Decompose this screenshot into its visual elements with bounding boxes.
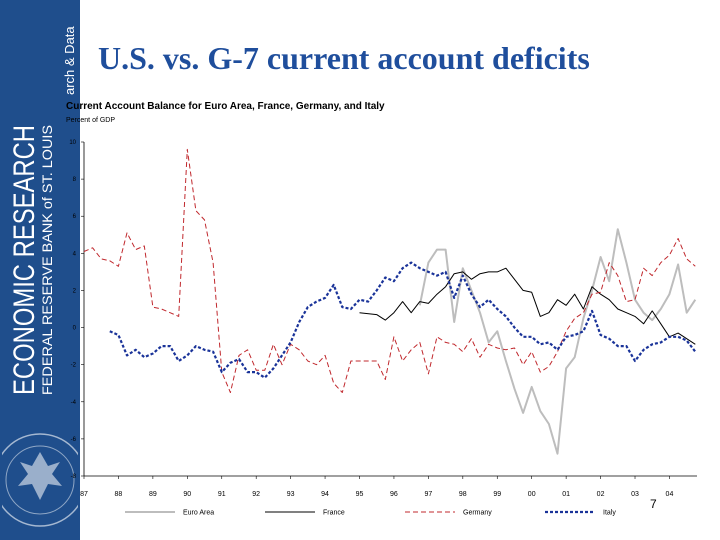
x-tick-label: 89 xyxy=(149,491,157,498)
sidebar-line-research-data: arch & Data xyxy=(62,26,77,95)
sidebar-line-federal-reserve: FEDERAL RESERVE BANK of ST. LOUIS xyxy=(39,125,55,395)
y-tick-label: 4 xyxy=(73,251,77,257)
series-line-france xyxy=(359,267,696,345)
y-tick-label: 6 xyxy=(73,214,77,220)
x-tick-label: 00 xyxy=(528,491,536,498)
x-tick-label: 94 xyxy=(321,491,329,498)
legend-label-france: France xyxy=(323,510,345,517)
x-tick-label: 95 xyxy=(356,491,364,498)
current-account-chart: 10 8 6 4 2 0 -2 -4 -6 -8 87 88 89 90 91 92 93 94 95 96 97 98 9… xyxy=(69,140,697,517)
x-tick-label: 96 xyxy=(390,491,398,498)
y-tick-label: -6 xyxy=(71,437,77,443)
y-tick-label: -2 xyxy=(71,363,77,369)
x-tick-label: 03 xyxy=(631,491,639,498)
y-tick-label: 8 xyxy=(73,177,77,183)
x-tick-label: 87 xyxy=(80,491,88,498)
x-tick-label: 92 xyxy=(252,491,260,498)
y-tick-label: -4 xyxy=(71,400,77,406)
x-tick-label: 04 xyxy=(666,491,674,498)
x-tick-label: 98 xyxy=(459,491,467,498)
y-axis-label: Percent of GDP xyxy=(66,117,116,124)
y-tick-label: 2 xyxy=(73,288,77,294)
y-tick-label: 0 xyxy=(73,326,77,332)
x-tick-label: 97 xyxy=(424,491,432,498)
sidebar-line-economic-research: ECONOMIC RESEARCH xyxy=(8,125,41,395)
series-line-germany xyxy=(83,148,696,393)
x-tick-label: 01 xyxy=(562,491,570,498)
slide-title: U.S. vs. G-7 current account deficits xyxy=(98,40,590,76)
chart-legend: Euro Area France Germany Italy xyxy=(125,510,616,517)
chart-axes: 10 8 6 4 2 0 -2 -4 -6 -8 87 88 89 90 91 92 93 94 95 96 97 98 9… xyxy=(69,140,697,498)
y-tick-label: 10 xyxy=(69,140,76,146)
page-number: 7 xyxy=(650,497,657,511)
x-tick-label: 90 xyxy=(183,491,191,498)
x-tick-label: 91 xyxy=(218,491,226,498)
series-line-italy xyxy=(109,261,697,379)
sidebar-text: ECONOMIC RESEARCH FEDERAL RESERVE BANK o… xyxy=(8,26,77,395)
legend-label-germany: Germany xyxy=(463,510,492,517)
fed-seal-logo xyxy=(2,433,78,527)
x-tick-label: 88 xyxy=(115,491,123,498)
x-tick-label: 93 xyxy=(287,491,295,498)
chart-series-lines xyxy=(83,148,697,455)
legend-label-euro-area: Euro Area xyxy=(183,510,214,517)
chart-title: Current Account Balance for Euro Area, F… xyxy=(66,101,385,112)
sidebar-banner: ECONOMIC RESEARCH FEDERAL RESERVE BANK o… xyxy=(0,0,80,540)
legend-label-italy: Italy xyxy=(603,510,616,517)
x-tick-label: 02 xyxy=(597,491,605,498)
y-tick-label: -8 xyxy=(71,474,77,480)
x-tick-label: 99 xyxy=(493,491,501,498)
series-line-euro-area xyxy=(418,228,697,455)
